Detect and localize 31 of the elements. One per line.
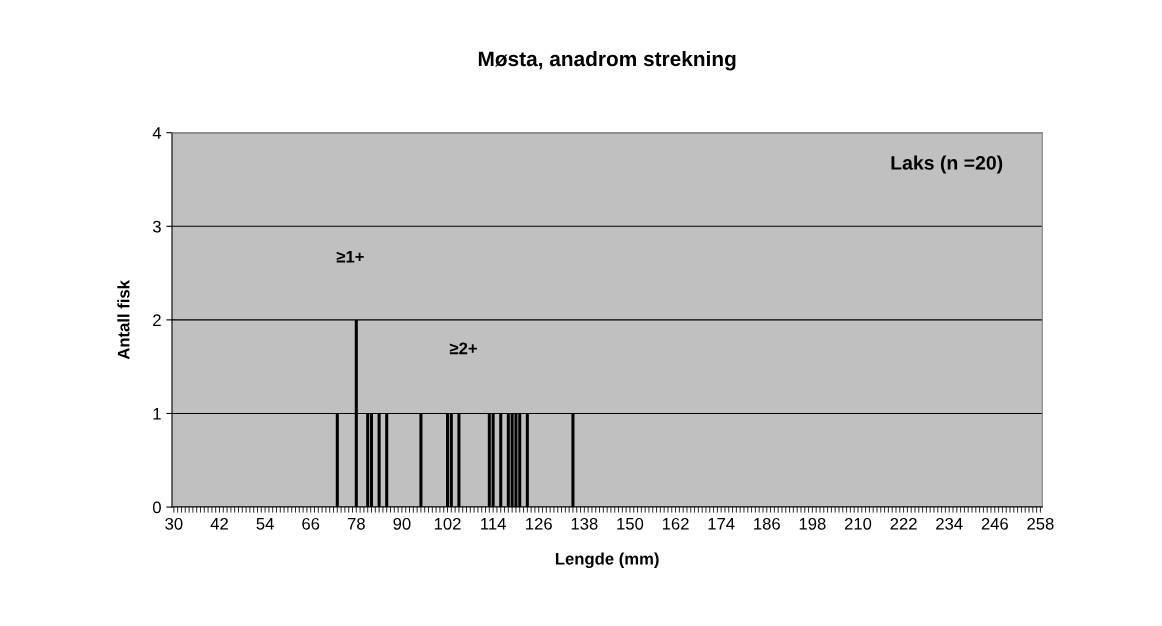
x-tick-label: 222 [890, 517, 917, 530]
annotation: Laks (n =20) [891, 155, 1003, 174]
y-tick-label: 1 [153, 408, 161, 420]
chart-title: Møsta, anadrom strekning [478, 50, 736, 71]
x-tick-label: 30 [165, 517, 183, 530]
x-tick-label: 78 [347, 517, 365, 530]
x-tick-label: 102 [434, 517, 461, 530]
x-tick-label: 198 [799, 517, 826, 530]
x-tick-label: 54 [256, 518, 274, 530]
x-tick-label: 234 [936, 517, 963, 530]
x-tick-label: 42 [210, 517, 228, 530]
x-tick-label: 186 [754, 517, 780, 530]
y-tick-label: 4 [152, 127, 162, 139]
x-tick-label: 174 [708, 518, 735, 530]
x-tick-label: 162 [662, 517, 689, 530]
x-tick-label: 258 [1027, 517, 1054, 530]
x-tick-label: 150 [617, 517, 644, 530]
y-tick-label: 0 [152, 501, 161, 514]
x-tick-label: 246 [981, 517, 1008, 530]
y-axis-title: Antall fisk [117, 280, 130, 360]
x-tick-label: 66 [302, 517, 320, 530]
x-axis-title: Lengde (mm) [555, 552, 659, 569]
annotation: ≥1+ [336, 250, 364, 263]
annotation: ≥2+ [449, 342, 477, 355]
x-tick-label: 210 [844, 517, 872, 530]
x-tick-label: 138 [571, 517, 598, 530]
y-tick-label: 3 [152, 220, 161, 233]
x-tick-label: 114 [481, 518, 506, 530]
y-tick-label: 2 [153, 314, 161, 326]
x-tick-label: 126 [526, 517, 552, 530]
x-tick-label: 90 [393, 517, 411, 530]
